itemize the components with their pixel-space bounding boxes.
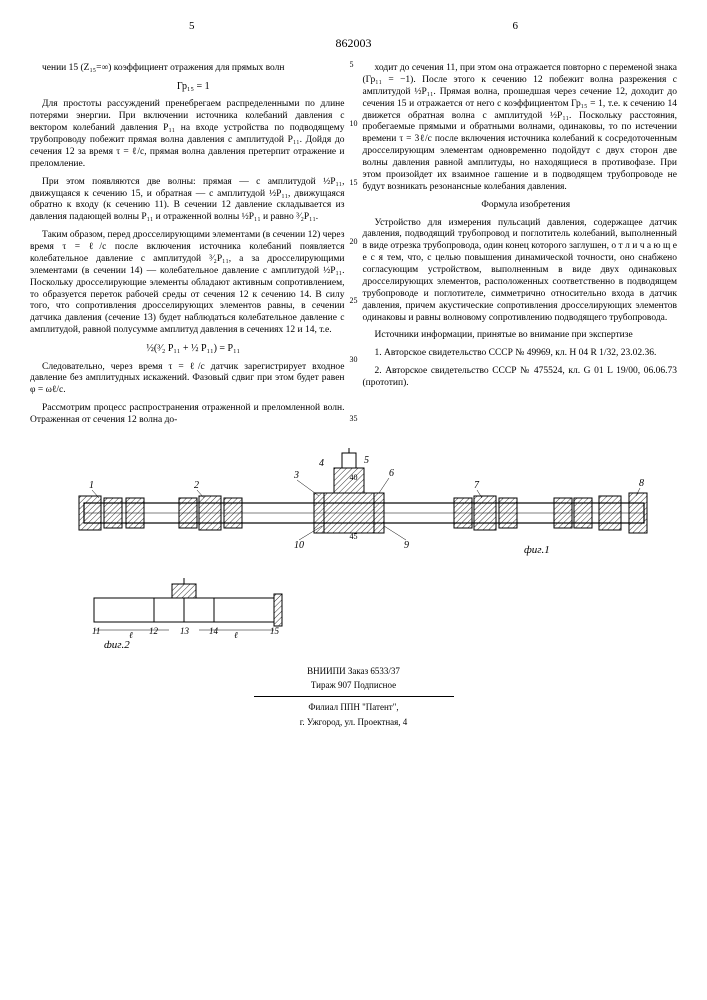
line-marker: 25 <box>350 296 358 305</box>
line-marker: 5 <box>350 60 358 69</box>
line-marker: 40 <box>350 473 358 482</box>
svg-text:13: 13 <box>180 626 190 636</box>
sources-title: Источники информации, принятые во вниман… <box>363 330 678 342</box>
svg-text:10: 10 <box>294 540 304 551</box>
paragraph: Для простоты рассуждений пренебрегаем ра… <box>30 99 345 170</box>
page-num-right: 6 <box>513 20 519 32</box>
formula-title: Формула изобретения <box>363 200 678 212</box>
footer-line: г. Ужгород, ул. Проектная, 4 <box>30 716 677 729</box>
svg-text:8: 8 <box>639 478 644 489</box>
footer: ВНИИПИ Заказ 6533/37 Тираж 907 Подписное… <box>30 665 677 728</box>
fig2-group: ℓ ℓ 11 12 13 14 15 фиг.2 <box>92 578 282 648</box>
line-marker: 35 <box>350 414 358 423</box>
svg-text:фиг.2: фиг.2 <box>104 639 130 648</box>
patent-page: 5 6 862003 5 10 15 20 25 30 35 40 45 чен… <box>0 0 707 750</box>
paragraph: При этом появляются две волны: прямая — … <box>30 177 345 225</box>
paragraph: Таким образом, перед дросселирующими эле… <box>30 230 345 337</box>
svg-text:7: 7 <box>474 480 480 491</box>
svg-text:6: 6 <box>389 468 394 479</box>
source-ref: 1. Авторское свидетельство СССР № 49969,… <box>363 348 678 360</box>
equation: Гр₁₅ = 1 <box>30 81 345 94</box>
page-numbers: 5 6 <box>30 20 677 32</box>
svg-text:4: 4 <box>319 458 324 469</box>
footer-line: ВНИИПИ Заказ 6533/37 <box>30 665 677 678</box>
svg-text:15: 15 <box>270 626 280 636</box>
svg-text:3: 3 <box>293 470 299 481</box>
line-markers: 5 10 15 20 25 30 35 40 45 <box>350 60 358 541</box>
fig1-group: 1 2 3 4 5 6 7 8 9 10 фиг.1 <box>79 448 647 556</box>
line-marker: 15 <box>350 178 358 187</box>
footer-line: Филиал ППН "Патент", <box>30 701 677 714</box>
line-marker: 30 <box>350 355 358 364</box>
svg-text:1: 1 <box>89 480 94 491</box>
paragraph: Рассмотрим процесс распространения отраж… <box>30 403 345 427</box>
left-column: чении 15 (Z₁₅=∞) коэффициент отражения д… <box>30 63 345 433</box>
line-marker: 20 <box>350 237 358 246</box>
line-marker: 45 <box>350 532 358 541</box>
line-marker: 10 <box>350 119 358 128</box>
right-column: ходит до сечения 11, при этом она отража… <box>363 63 678 433</box>
svg-text:ℓ: ℓ <box>234 630 238 640</box>
paragraph: ходит до сечения 11, при этом она отража… <box>363 63 678 194</box>
equation: ½(³⁄₂ Р₁₁ + ½ Р₁₁) = Р₁₁ <box>30 343 345 356</box>
svg-text:фиг.1: фиг.1 <box>524 544 550 556</box>
svg-text:12: 12 <box>149 626 159 636</box>
svg-text:5: 5 <box>364 455 369 466</box>
svg-text:11: 11 <box>92 626 100 636</box>
paragraph: Следовательно, через время τ = ℓ/c датчи… <box>30 362 345 398</box>
footer-line: Тираж 907 Подписное <box>30 679 677 692</box>
paragraph: чении 15 (Z₁₅=∞) коэффициент отражения д… <box>30 63 345 75</box>
page-num-left: 5 <box>189 20 195 32</box>
paragraph: Устройство для измерения пульсаций давле… <box>363 218 678 325</box>
svg-text:9: 9 <box>404 540 409 551</box>
patent-number: 862003 <box>30 36 677 51</box>
svg-text:2: 2 <box>194 480 199 491</box>
svg-text:14: 14 <box>209 626 219 636</box>
source-ref: 2. Авторское свидетельство СССР № 475524… <box>363 366 678 390</box>
